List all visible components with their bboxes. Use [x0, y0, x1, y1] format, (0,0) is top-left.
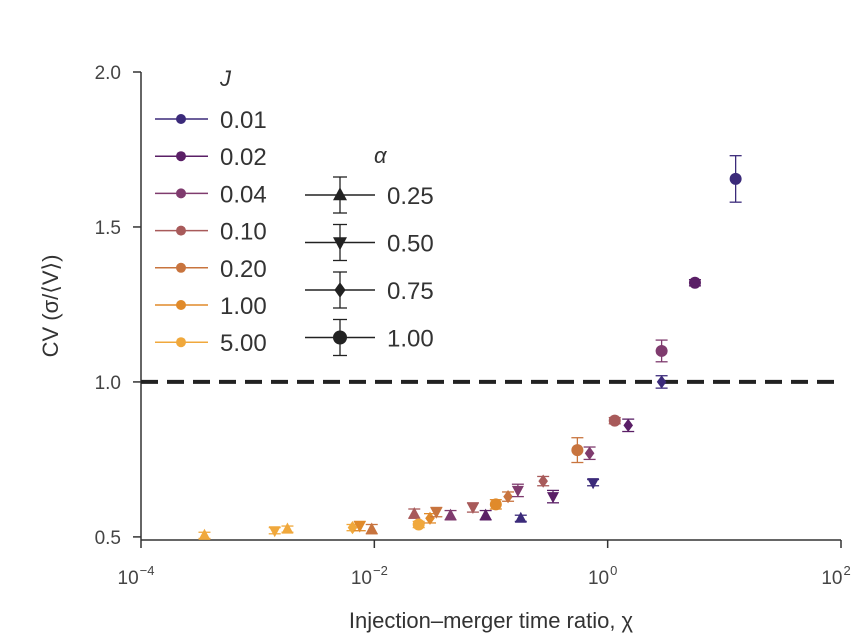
legend-j-label: 0.20	[220, 256, 267, 283]
point-marker	[511, 485, 524, 498]
point-marker	[353, 521, 366, 533]
point-marker	[444, 508, 457, 520]
legend-alpha-label: 0.75	[387, 278, 434, 305]
data-point	[430, 506, 443, 519]
point-marker	[412, 518, 425, 531]
data-point	[729, 155, 742, 203]
legend-alpha-marker	[333, 237, 347, 251]
y-tick-label: 1.0	[95, 373, 121, 394]
legend-alpha-label: 0.25	[387, 183, 434, 210]
legend-alpha: α 0.25 0.50 0.75 1.00	[305, 143, 434, 357]
point-marker	[608, 414, 621, 427]
legend-j-marker	[176, 225, 186, 236]
y-tick-label: 0.5	[95, 528, 121, 549]
point-marker	[547, 492, 560, 504]
data-point	[537, 474, 550, 488]
data-point	[444, 508, 457, 521]
data-point	[412, 518, 425, 531]
point-marker	[281, 522, 294, 534]
point-marker	[623, 418, 634, 432]
x-tick-label: 100	[588, 563, 617, 589]
legend-j-label: 0.04	[220, 181, 267, 208]
point-marker	[655, 344, 668, 357]
point-marker	[656, 375, 667, 389]
point-marker	[729, 172, 742, 185]
legend-j-marker	[176, 337, 186, 348]
point-marker	[466, 502, 479, 515]
legend-alpha-marker	[334, 282, 346, 298]
legend-j-marker	[176, 300, 186, 310]
point-marker	[408, 507, 421, 519]
data-point	[571, 437, 584, 464]
y-tick-label: 2.0	[95, 63, 121, 84]
legend-alpha-label: 1.00	[387, 326, 434, 353]
data-point	[587, 478, 600, 490]
point-marker	[584, 446, 595, 460]
data-point	[688, 276, 701, 289]
point-marker	[268, 526, 281, 538]
point-marker	[571, 444, 584, 457]
data-point	[655, 375, 668, 389]
legend-j-marker	[176, 262, 186, 273]
legend-j-label: 0.02	[220, 144, 267, 171]
point-marker	[489, 498, 502, 511]
point-marker	[198, 528, 211, 540]
data-point	[502, 490, 515, 504]
data-point	[489, 498, 502, 511]
data-point	[466, 502, 479, 515]
legend-alpha-marker	[333, 187, 347, 201]
legend-j-label: 0.01	[220, 107, 267, 134]
data-point	[583, 446, 596, 461]
legend-j-label: 5.00	[220, 330, 267, 357]
legend-alpha-title: α	[374, 143, 388, 168]
legend-alpha-label: 0.50	[387, 231, 434, 258]
ticks: 0.5 1.0 1.5 2.0 10−4 10−2 100 102	[95, 63, 851, 589]
data-point	[547, 489, 560, 504]
data-point	[268, 526, 281, 538]
data-point	[511, 483, 524, 498]
point-marker	[688, 276, 701, 289]
data-point	[365, 522, 378, 535]
legend-j-label: 1.00	[220, 293, 267, 320]
legend-alpha-marker	[333, 330, 347, 345]
data-point	[655, 339, 668, 363]
legend-j-title: J	[219, 66, 232, 91]
x-tick-label: 10−2	[351, 563, 388, 589]
x-axis-label: Injection–merger time ratio, χ	[349, 608, 634, 633]
legend-j: J 0.01 0.02 0.04 0.10 0.20 1.00 5.00	[155, 66, 267, 357]
data-point	[281, 522, 294, 534]
legend-j-marker	[176, 188, 186, 199]
legend-j-marker	[176, 114, 186, 124]
data-point	[479, 508, 492, 521]
data-point	[608, 414, 621, 427]
data-point	[514, 511, 527, 523]
point-marker	[587, 478, 600, 490]
x-tick-label: 102	[821, 563, 850, 589]
data-points	[198, 155, 742, 540]
legend-j-label: 0.10	[220, 219, 267, 246]
point-marker	[430, 507, 443, 519]
point-marker	[479, 508, 492, 520]
y-axis-label: CV (σ/⟨V⟩)	[38, 255, 63, 358]
x-tick-label: 10−4	[118, 563, 155, 589]
point-marker	[365, 522, 378, 534]
point-marker	[503, 490, 513, 504]
data-point	[622, 418, 635, 433]
data-point	[198, 528, 211, 540]
point-marker	[514, 511, 527, 523]
data-point	[353, 520, 366, 533]
data-point	[408, 507, 421, 519]
point-marker	[425, 511, 435, 525]
legend-j-marker	[176, 151, 186, 162]
axes	[140, 72, 841, 541]
point-marker	[538, 474, 548, 488]
y-tick-label: 1.5	[95, 218, 121, 239]
